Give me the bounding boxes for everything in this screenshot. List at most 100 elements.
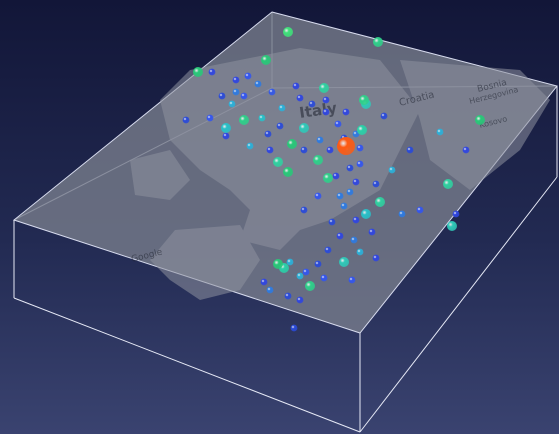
data-point[interactable] <box>300 146 308 154</box>
data-point[interactable] <box>228 100 236 108</box>
data-point[interactable] <box>313 155 323 165</box>
data-point[interactable] <box>342 108 350 116</box>
data-point[interactable] <box>268 88 276 96</box>
data-point[interactable] <box>380 112 388 120</box>
box-edge <box>13 297 361 433</box>
data-point[interactable] <box>328 218 336 226</box>
data-point[interactable] <box>258 114 266 122</box>
data-point[interactable] <box>339 257 349 267</box>
data-point[interactable] <box>296 94 304 102</box>
data-point[interactable] <box>254 80 262 88</box>
data-point[interactable] <box>322 108 330 116</box>
data-point[interactable] <box>447 221 457 231</box>
data-point[interactable] <box>232 76 240 84</box>
data-points <box>182 27 485 332</box>
data-point[interactable] <box>273 259 283 269</box>
data-point[interactable] <box>340 202 348 210</box>
data-point[interactable] <box>373 37 383 47</box>
data-point[interactable] <box>239 115 249 125</box>
data-point[interactable] <box>286 258 294 266</box>
data-point[interactable] <box>287 139 297 149</box>
data-point[interactable] <box>452 210 460 218</box>
data-point[interactable] <box>336 192 344 200</box>
data-point[interactable] <box>193 67 203 77</box>
data-point[interactable] <box>290 324 298 332</box>
data-point[interactable] <box>314 192 322 200</box>
data-point[interactable] <box>221 123 231 133</box>
data-point[interactable] <box>324 246 332 254</box>
data-point[interactable] <box>240 92 248 100</box>
data-point[interactable] <box>305 281 315 291</box>
data-point[interactable] <box>273 157 283 167</box>
data-point[interactable] <box>278 104 286 112</box>
data-point[interactable] <box>462 146 470 154</box>
map-label-italy: Italy <box>298 99 338 122</box>
data-point[interactable] <box>346 164 354 172</box>
data-point[interactable] <box>372 180 380 188</box>
data-point[interactable] <box>322 96 330 104</box>
data-point[interactable] <box>436 128 444 136</box>
data-point[interactable] <box>346 188 354 196</box>
data-point[interactable] <box>375 197 385 207</box>
data-point[interactable] <box>284 292 292 300</box>
data-point[interactable] <box>266 146 274 154</box>
data-point[interactable] <box>300 206 308 214</box>
data-point[interactable] <box>264 130 272 138</box>
data-point[interactable] <box>292 82 300 90</box>
data-point[interactable] <box>283 27 293 37</box>
data-point[interactable] <box>232 88 240 96</box>
box-edge <box>359 176 558 433</box>
data-point[interactable] <box>398 210 406 218</box>
data-point[interactable] <box>299 123 309 133</box>
data-point[interactable] <box>352 178 360 186</box>
land-shape <box>160 48 420 250</box>
data-point[interactable] <box>388 166 396 174</box>
data-point[interactable] <box>443 179 453 189</box>
data-point[interactable] <box>261 55 271 65</box>
land-shape <box>150 225 260 300</box>
data-point[interactable] <box>359 95 369 105</box>
data-point[interactable] <box>350 236 358 244</box>
data-point[interactable] <box>283 167 293 177</box>
data-point[interactable] <box>361 209 371 219</box>
data-point[interactable] <box>246 142 254 150</box>
data-point[interactable] <box>336 232 344 240</box>
data-point[interactable] <box>244 72 252 80</box>
data-point[interactable] <box>222 132 230 140</box>
data-point[interactable] <box>332 172 340 180</box>
data-point[interactable] <box>266 286 274 294</box>
data-point[interactable] <box>206 114 214 122</box>
data-point[interactable] <box>475 115 485 125</box>
data-point[interactable] <box>326 146 334 154</box>
data-point[interactable] <box>356 248 364 256</box>
data-point[interactable] <box>296 272 304 280</box>
data-point[interactable] <box>314 260 322 268</box>
data-point[interactable] <box>296 296 304 304</box>
data-point[interactable] <box>323 173 333 183</box>
data-point[interactable] <box>352 216 360 224</box>
data-point[interactable] <box>316 136 324 144</box>
data-point[interactable] <box>356 144 364 152</box>
data-point[interactable] <box>319 83 329 93</box>
data-point[interactable] <box>320 274 328 282</box>
data-point[interactable] <box>302 268 310 276</box>
data-point[interactable] <box>406 146 414 154</box>
data-point[interactable] <box>368 228 376 236</box>
data-point[interactable] <box>372 254 380 262</box>
data-point[interactable] <box>260 278 268 286</box>
data-point[interactable] <box>334 120 342 128</box>
data-point[interactable] <box>356 160 364 168</box>
data-point[interactable] <box>276 122 284 130</box>
data-point[interactable] <box>218 92 226 100</box>
highlighted-point[interactable] <box>337 137 355 155</box>
data-point[interactable] <box>308 100 316 108</box>
data-point[interactable] <box>208 68 216 76</box>
land-shape <box>130 150 190 200</box>
data-point[interactable] <box>348 276 356 284</box>
land-shape <box>400 60 550 190</box>
data-point[interactable] <box>182 116 190 124</box>
data-point[interactable] <box>416 206 424 214</box>
data-point[interactable] <box>357 125 367 135</box>
